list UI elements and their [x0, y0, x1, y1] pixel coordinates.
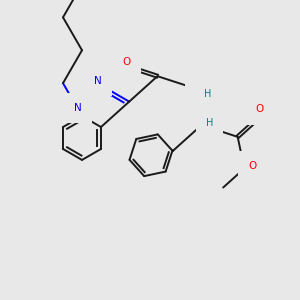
Text: H: H	[206, 118, 213, 128]
Text: O: O	[123, 57, 131, 67]
Text: N: N	[196, 81, 203, 91]
Text: H: H	[204, 89, 211, 99]
Text: O: O	[248, 161, 256, 171]
Text: N: N	[74, 103, 82, 113]
Text: O: O	[256, 104, 264, 114]
Text: N: N	[94, 76, 102, 86]
